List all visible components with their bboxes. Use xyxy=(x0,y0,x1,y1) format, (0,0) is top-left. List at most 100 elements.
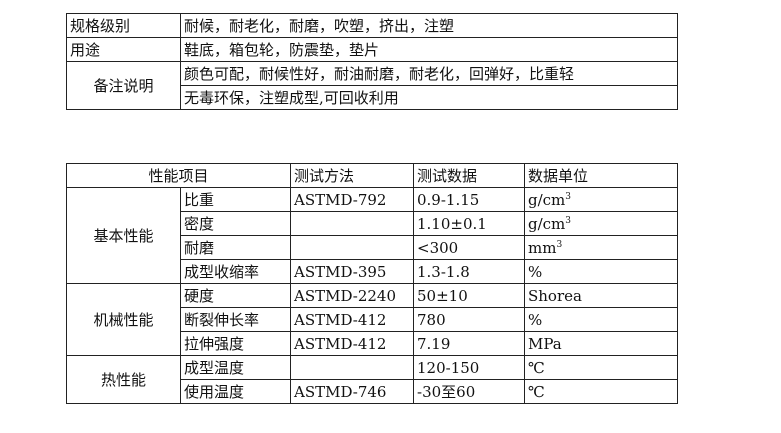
header-method: 测试方法 xyxy=(290,163,414,188)
unit-text: g/cm xyxy=(528,214,566,233)
unit-text: ℃ xyxy=(528,358,545,377)
method-text: ASTMD-792 xyxy=(294,190,387,209)
item-text: 成型温度 xyxy=(184,359,245,377)
cell-unit: Shorea xyxy=(524,283,678,308)
group-name: 基本性能 xyxy=(66,187,181,284)
label: 用途 xyxy=(66,37,181,62)
value: 无毒环保，注塑成型,可回收利用 xyxy=(180,85,678,110)
method-text: ASTMD-412 xyxy=(294,334,387,353)
cell-method xyxy=(290,355,414,380)
table-row: 热性能 成型温度 120-150 ℃ xyxy=(66,355,678,404)
table-row: 无毒环保，注塑成型,可回收利用 xyxy=(67,85,678,110)
cell-data: 0.9-1.15 xyxy=(413,187,525,212)
item-text: 硬度 xyxy=(184,287,215,305)
item-text: 断裂伸长率 xyxy=(184,311,260,329)
table-row: 机械性能 硬度 ASTMD-2240 50±10 Shorea xyxy=(66,283,678,356)
data-text: -30至60 xyxy=(417,383,476,401)
item-text: 使用温度 xyxy=(184,383,245,401)
group-name: 机械性能 xyxy=(66,283,181,356)
item-text: 密度 xyxy=(184,215,215,233)
table-row: 基本性能 比重 ASTMD-792 0.9-1.15 g/cm3 xyxy=(66,187,678,284)
data-text: <300 xyxy=(417,238,459,257)
cell-unit: ℃ xyxy=(524,379,678,404)
data-text: 780 xyxy=(417,310,446,329)
cell-item: 耐磨 xyxy=(180,235,291,260)
table-row: 密度 1.10±0.1 g/cm3 xyxy=(67,211,678,236)
cell-data: 120-150 xyxy=(413,355,525,380)
method-text: ASTMD-2240 xyxy=(294,286,397,305)
property-table: 性能项目 测试方法 测试数据 数据单位 基本性能 比重 ASTMD-792 0.9-1… xyxy=(66,163,678,404)
cell-unit: ℃ xyxy=(524,355,678,380)
cell-item: 密度 xyxy=(180,211,291,236)
value: 颜色可配，耐候性好，耐油耐磨，耐老化，回弹好，比重轻 xyxy=(180,61,678,86)
item-text: 比重 xyxy=(184,191,215,209)
cell-method: ASTMD-2240 xyxy=(290,283,414,308)
method-text: ASTMD-412 xyxy=(294,310,387,329)
data-text: 120-150 xyxy=(417,358,480,377)
cell-method xyxy=(290,211,414,236)
table-row: 使用温度 ASTMD-746 -30至60 ℃ xyxy=(67,379,678,404)
table-row: 耐磨 <300 mm3 xyxy=(67,235,678,260)
header-unit: 数据单位 xyxy=(524,163,678,188)
data-text: 1.3-1.8 xyxy=(417,262,470,281)
label: 规格级别 xyxy=(66,13,181,38)
method-text: ASTMD-746 xyxy=(294,382,387,401)
unit-text: MPa xyxy=(528,334,562,353)
cell-unit: g/cm3 xyxy=(524,211,678,236)
cell-data: 7.19 xyxy=(413,331,525,356)
header-row: 性能项目 测试方法 测试数据 数据单位 xyxy=(66,163,678,188)
data-text: 0.9-1.15 xyxy=(417,190,480,209)
unit-text: ℃ xyxy=(528,382,545,401)
cell-item: 比重 xyxy=(180,187,291,212)
cell-method: ASTMD-412 xyxy=(290,307,414,332)
table-row: 拉伸强度 ASTMD-412 7.19 MPa xyxy=(67,331,678,356)
unit-superscript: 3 xyxy=(565,215,572,226)
item-text: 耐磨 xyxy=(184,239,215,257)
group-name: 热性能 xyxy=(66,355,181,404)
cell-item: 成型收缩率 xyxy=(180,259,291,284)
unit-superscript: 3 xyxy=(565,191,572,202)
cell-unit: % xyxy=(524,259,678,284)
cell-data: 780 xyxy=(413,307,525,332)
cell-method xyxy=(290,235,414,260)
data-text: 50±10 xyxy=(417,286,468,305)
unit-superscript: 3 xyxy=(556,239,563,250)
cell-method: ASTMD-395 xyxy=(290,259,414,284)
label: 备注说明 xyxy=(66,61,181,110)
cell-item: 使用温度 xyxy=(180,379,291,404)
table-row: 规格级别 耐候，耐老化，耐磨，吹塑，挤出，注塑 xyxy=(66,13,678,38)
cell-item: 断裂伸长率 xyxy=(180,307,291,332)
method-text: ASTMD-395 xyxy=(294,262,387,281)
unit-text: g/cm xyxy=(528,190,566,209)
cell-method: ASTMD-412 xyxy=(290,331,414,356)
header-data: 测试数据 xyxy=(413,163,525,188)
cell-unit: mm3 xyxy=(524,235,678,260)
cell-item: 硬度 xyxy=(180,283,291,308)
unit-text: mm xyxy=(528,238,557,257)
cell-data: -30至60 xyxy=(413,379,525,404)
unit-text: % xyxy=(528,262,543,281)
spec-table: 规格级别 耐候，耐老化，耐磨，吹塑，挤出，注塑 用途 鞋底，箱包轮，防震垫，垫片 备… xyxy=(66,13,678,110)
cell-data: 1.10±0.1 xyxy=(413,211,525,236)
cell-data: 1.3-1.8 xyxy=(413,259,525,284)
unit-text: % xyxy=(528,310,543,329)
data-text: 7.19 xyxy=(417,334,451,353)
table-row: 断裂伸长率 ASTMD-412 780% xyxy=(67,307,678,332)
cell-item: 拉伸强度 xyxy=(180,331,291,356)
cell-method: ASTMD-746 xyxy=(290,379,414,404)
cell-method: ASTMD-792 xyxy=(290,187,414,212)
value: 耐候，耐老化，耐磨，吹塑，挤出，注塑 xyxy=(180,13,678,38)
cell-item: 成型温度 xyxy=(180,355,291,380)
cell-data: <300 xyxy=(413,235,525,260)
cell-data: 50±10 xyxy=(413,283,525,308)
item-text: 拉伸强度 xyxy=(184,335,245,353)
item-text: 成型收缩率 xyxy=(184,263,260,281)
value: 鞋底，箱包轮，防震垫，垫片 xyxy=(180,37,678,62)
data-text: 1.10±0.1 xyxy=(417,214,487,233)
cell-unit: MPa xyxy=(524,331,678,356)
table-row: 备注说明 颜色可配，耐候性好，耐油耐磨，耐老化，回弹好，比重轻 xyxy=(66,61,678,110)
cell-unit: % xyxy=(524,307,678,332)
cell-unit: g/cm3 xyxy=(524,187,678,212)
table-row: 用途 鞋底，箱包轮，防震垫，垫片 xyxy=(66,37,678,62)
unit-text: Shorea xyxy=(528,286,582,305)
